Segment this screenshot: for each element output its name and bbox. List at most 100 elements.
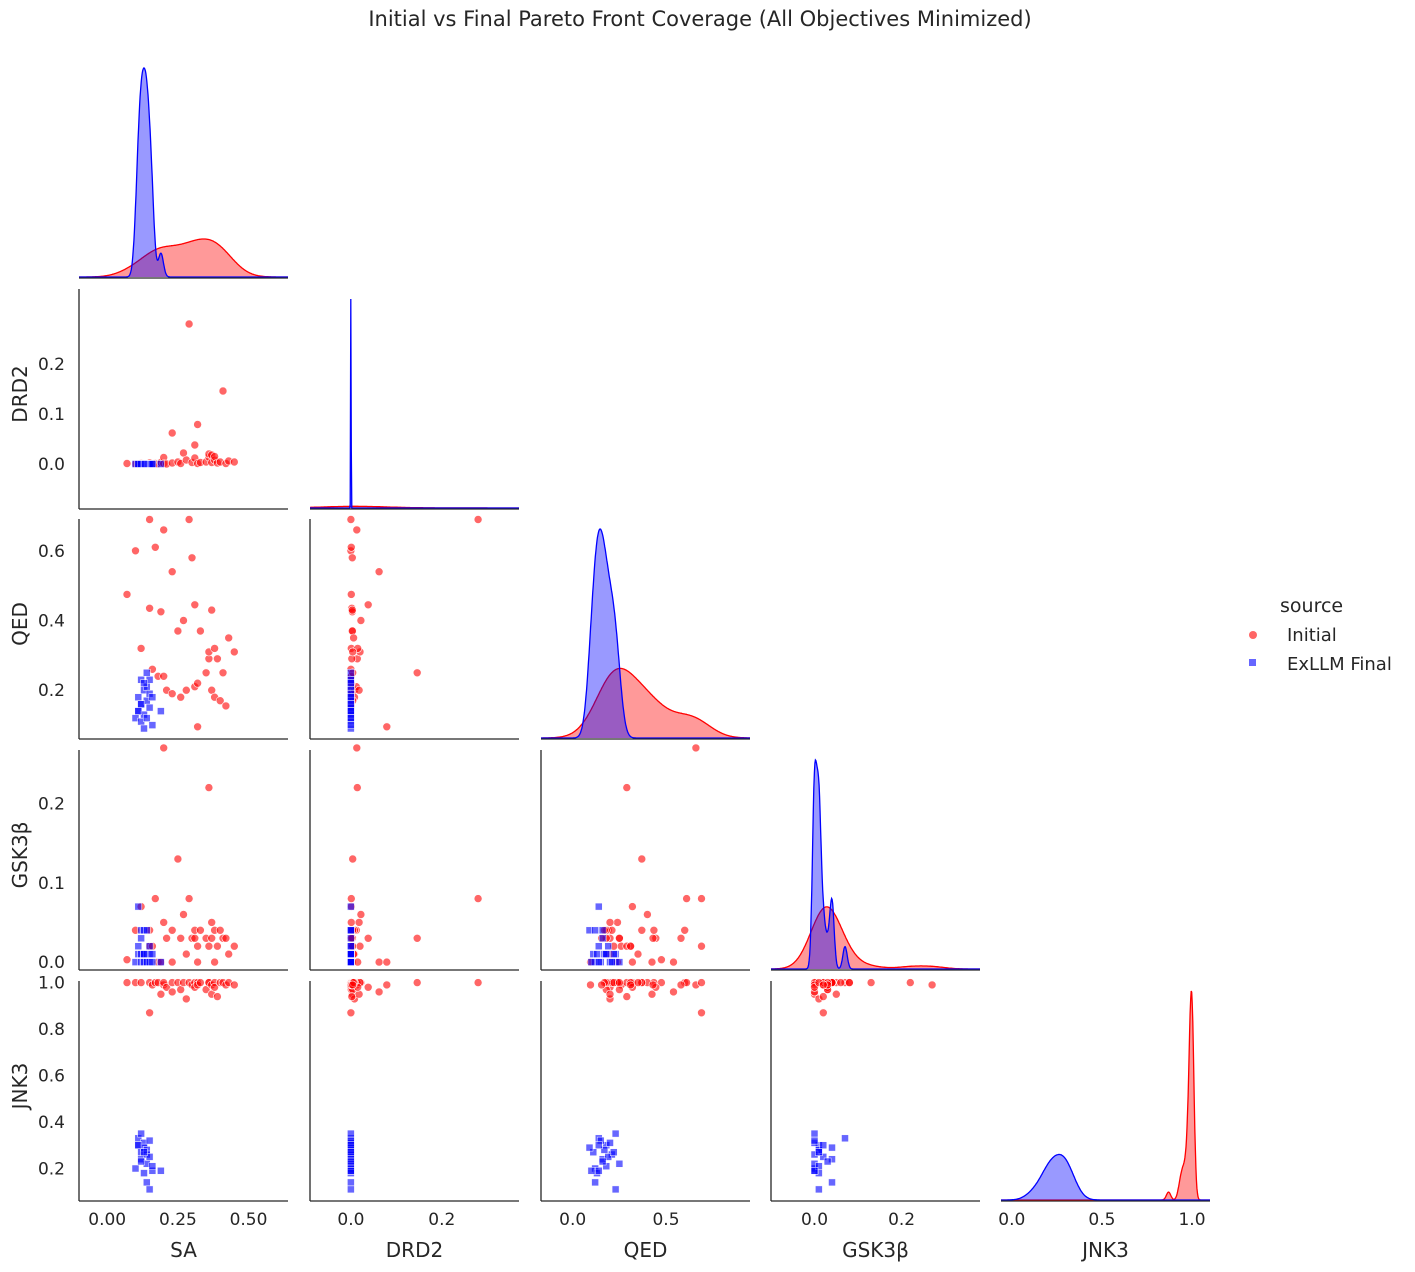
point-exllm-final-qed-vs-jnk3-4	[589, 1148, 598, 1156]
point-exllm-final-qed-vs-jnk3-15	[604, 1153, 612, 1161]
point-exllm-final-qed-vs-jnk3-6	[606, 1139, 614, 1147]
point-initial-sa-vs-qed-35	[221, 701, 231, 711]
point-exllm-final-drd2-vs-qed-19	[347, 700, 355, 708]
point-initial-drd2-vs-jnk3-21	[363, 982, 373, 992]
point-initial-drd2-vs-jnk3-34	[412, 978, 422, 987]
point-initial-qed-vs-jnk3-18	[697, 978, 706, 987]
point-exllm-final-gsk3b-vs-jnk3-14	[810, 1136, 819, 1145]
point-initial-sa-vs-gsk3b-12	[167, 957, 177, 967]
point-initial-drd2-vs-gsk3b-27	[355, 941, 365, 951]
point-exllm-final-drd2-vs-qed-20	[347, 679, 355, 687]
point-initial-gsk3b-vs-jnk3-28	[831, 989, 841, 999]
point-initial-gsk3b-vs-jnk3-37	[818, 980, 828, 990]
point-exllm-final-sa-vs-jnk3-19	[137, 1157, 145, 1166]
point-exllm-final-drd2-vs-qed-16	[347, 721, 355, 729]
point-initial-gsk3b-vs-jnk3-18	[845, 978, 854, 987]
point-initial-gsk3b-vs-jnk3-9	[927, 980, 937, 990]
point-initial-drd2-vs-qed-29	[347, 605, 357, 615]
point-exllm-final-sa-vs-jnk3-14	[145, 1136, 154, 1145]
point-initial-qed-vs-gsk3b-3	[697, 941, 706, 951]
point-exllm-final-sa-vs-jnk3-17	[148, 1162, 157, 1170]
point-initial-sa-vs-gsk3b-31	[210, 957, 219, 967]
point-initial-drd2-vs-qed-34	[412, 668, 422, 678]
point-initial-sa-vs-gsk3b-23	[193, 957, 202, 967]
point-initial-qed-vs-gsk3b-18	[697, 894, 706, 903]
point-initial-qed-vs-gsk3b-19	[676, 933, 686, 943]
point-exllm-final-gsk3b-vs-jnk3-15	[819, 1153, 828, 1161]
point-exllm-final-sa-vs-drd2-18	[157, 460, 165, 468]
point-exllm-final-qed-vs-jnk3-8	[585, 1143, 594, 1152]
point-exllm-final-drd2-vs-qed-9	[347, 669, 355, 677]
point-initial-qed-vs-gsk3b-8	[647, 957, 657, 967]
x-tick-label-gsk3b-0: 0.0	[801, 1210, 828, 1230]
point-initial-sa-vs-gsk3b-27	[204, 941, 214, 951]
x-tick-label-gsk3b-1: 0.2	[888, 1210, 915, 1230]
point-exllm-final-drd2-vs-qed-11	[347, 714, 355, 722]
point-initial-sa-vs-gsk3b-16	[179, 910, 188, 919]
x-tick-label-qed-1: 0.5	[652, 1210, 679, 1230]
point-initial-sa-vs-qed-0	[122, 590, 132, 599]
point-initial-drd2-vs-qed-36	[349, 633, 358, 643]
point-exllm-final-drd2-vs-gsk3b-19	[347, 934, 355, 943]
y-tick-label-drd2-0: 0.0	[38, 455, 65, 475]
point-initial-sa-vs-qed-2	[136, 644, 146, 653]
point-initial-sa-vs-qed-10	[159, 671, 168, 681]
kde-fill-exllm-final-gsk3b	[771, 760, 980, 969]
point-initial-qed-vs-gsk3b-16	[643, 910, 652, 919]
point-initial-sa-vs-gsk3b-17	[182, 949, 191, 959]
point-initial-sa-vs-qed-31	[210, 644, 219, 653]
point-exllm-final-sa-vs-jnk3-18	[157, 1167, 165, 1175]
point-exllm-final-sa-vs-gsk3b-19	[137, 934, 145, 943]
point-exllm-final-sa-vs-jnk3-0	[131, 1164, 140, 1173]
point-initial-sa-vs-gsk3b-13	[167, 925, 177, 935]
point-initial-drd2-vs-gsk3b-14	[348, 854, 358, 864]
point-initial-sa-vs-drd2-34	[218, 386, 228, 396]
chart-title: Initial vs Final Pareto Front Coverage (…	[368, 7, 1031, 31]
point-initial-sa-vs-qed-3	[145, 515, 154, 524]
point-exllm-final-qed-vs-jnk3-20	[610, 1148, 618, 1156]
point-initial-drd2-vs-qed-23	[382, 722, 392, 732]
point-initial-qed-vs-gsk3b-4	[649, 925, 659, 935]
point-initial-qed-vs-jnk3-37	[626, 980, 635, 990]
point-exllm-final-qed-vs-jnk3-21	[595, 1141, 603, 1149]
point-initial-drd2-vs-jnk3-32	[347, 992, 357, 1001]
point-exllm-final-sa-vs-jnk3-15	[145, 1153, 154, 1161]
point-initial-qed-vs-gsk3b-14	[637, 854, 647, 864]
point-exllm-final-sa-vs-qed-16	[148, 721, 157, 729]
x-tick-label-jnk3-0: 0.0	[998, 1210, 1025, 1230]
point-initial-sa-vs-gsk3b-18	[184, 894, 194, 903]
x-tick-label-drd2-1: 0.2	[428, 1210, 455, 1230]
point-initial-sa-vs-gsk3b-22	[193, 941, 202, 951]
point-exllm-final-sa-vs-qed-8	[140, 724, 148, 733]
point-exllm-final-sa-vs-qed-18	[157, 707, 165, 715]
point-initial-sa-vs-jnk3-0	[122, 978, 132, 987]
point-initial-sa-vs-gsk3b-26	[204, 783, 214, 792]
point-exllm-final-sa-vs-jnk3-21	[134, 1141, 143, 1149]
point-initial-drd2-vs-jnk3-37	[348, 980, 358, 990]
point-initial-qed-vs-jnk3-3	[697, 1008, 706, 1018]
point-initial-sa-vs-qed-6	[151, 542, 160, 552]
point-exllm-final-drd2-vs-jnk3-18	[347, 1167, 355, 1175]
point-initial-qed-vs-jnk3-36	[633, 978, 643, 987]
point-initial-qed-vs-gsk3b-34	[615, 933, 624, 943]
point-exllm-final-drd2-vs-gsk3b-21	[347, 942, 355, 950]
point-initial-drd2-vs-gsk3b-34	[412, 933, 422, 943]
kde-fill-initial-jnk3	[1001, 991, 1210, 1200]
point-initial-sa-vs-gsk3b-35	[221, 933, 231, 943]
point-exllm-final-sa-vs-qed-9	[143, 669, 151, 677]
point-initial-sa-vs-gsk3b-10	[159, 918, 168, 927]
point-initial-qed-vs-gsk3b-6	[682, 894, 691, 903]
point-initial-drd2-vs-qed-16	[356, 616, 366, 625]
point-initial-sa-vs-gsk3b-33	[215, 925, 225, 935]
point-exllm-final-qed-vs-gsk3b-17	[602, 950, 611, 958]
point-initial-sa-vs-qed-1	[131, 546, 140, 556]
point-exllm-final-qed-vs-jnk3-19	[598, 1157, 607, 1166]
point-initial-sa-vs-drd2-37	[230, 457, 239, 467]
point-initial-sa-vs-jnk3-31	[210, 982, 219, 992]
point-initial-sa-vs-qed-17	[182, 685, 191, 695]
kde-line-initial-jnk3	[1001, 990, 1210, 1201]
point-exllm-final-sa-vs-gsk3b-11	[143, 926, 151, 935]
point-initial-drd2-vs-gsk3b-26	[352, 783, 362, 792]
point-initial-sa-vs-drd2-12	[167, 428, 177, 438]
y-axis-label-gsk3b: GSK3β	[8, 822, 32, 889]
